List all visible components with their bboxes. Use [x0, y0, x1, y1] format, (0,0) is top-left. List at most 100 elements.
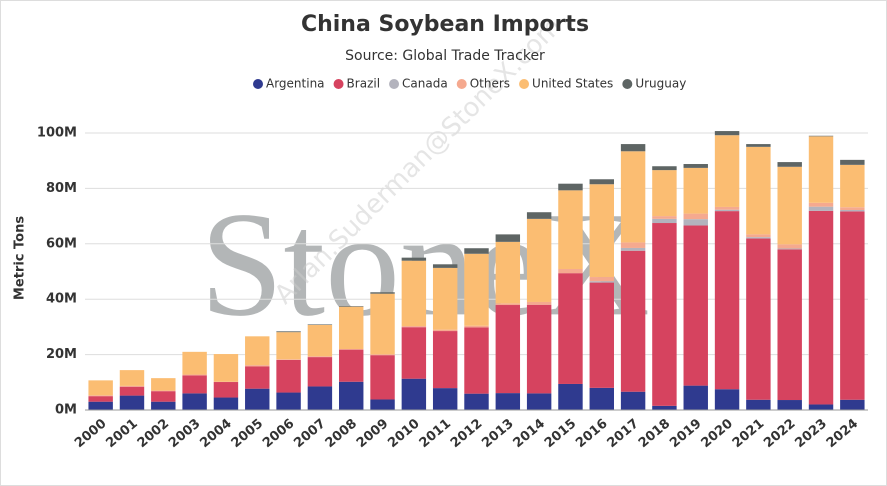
bar-segment	[808, 135, 834, 137]
bar-segment	[370, 399, 395, 410]
legend-marker	[253, 79, 263, 89]
y-tick-label: 60M	[46, 236, 77, 251]
bar-segment	[620, 250, 646, 392]
bar-segment	[840, 207, 865, 211]
bar-segment	[620, 247, 646, 251]
bar-segment	[276, 332, 301, 360]
y-tick-label: 100M	[37, 126, 77, 141]
legend-label: Canada	[402, 77, 448, 91]
bar-segment	[401, 378, 427, 410]
bar-segment	[464, 393, 489, 410]
bar-segment	[213, 354, 239, 382]
bar-segment	[339, 306, 364, 350]
bar-segment	[777, 248, 802, 250]
bar-segment	[526, 218, 552, 302]
bar-segment	[714, 389, 740, 410]
bar-segment	[652, 170, 677, 217]
chart-subtitle: Source: Global Trade Tracker	[345, 48, 545, 64]
bar-segment	[808, 210, 834, 405]
bar-segment	[620, 151, 646, 243]
bar-segment	[307, 324, 333, 325]
bar-segment	[276, 359, 301, 393]
y-tick-label: 40M	[46, 292, 77, 307]
bar-segment	[307, 386, 333, 410]
legend-marker	[333, 79, 344, 89]
bar-segment	[558, 273, 583, 384]
bar-segment	[245, 366, 270, 389]
bar-segment	[746, 237, 771, 239]
bar-segment	[714, 206, 740, 210]
bar-segment	[777, 166, 802, 245]
bar-segment	[151, 390, 176, 392]
bar-segment	[620, 391, 646, 410]
bar-segment	[339, 381, 364, 410]
bar-segment	[620, 242, 646, 248]
bar-segment	[652, 166, 677, 171]
bar-segment	[683, 385, 708, 410]
bar-segment	[526, 393, 552, 410]
bar-segment	[464, 325, 489, 328]
bar-segment	[652, 405, 677, 410]
bar-segment	[370, 293, 395, 355]
bar-segment	[182, 375, 207, 394]
bar-segment	[401, 257, 427, 261]
bar-segment	[652, 216, 677, 219]
bar-segment	[88, 380, 113, 396]
bar-segment	[526, 301, 552, 305]
bar-segment	[432, 329, 458, 332]
bar-segment	[339, 349, 364, 382]
y-tick-label: 20M	[46, 347, 77, 362]
bar-segment	[746, 238, 771, 400]
bar-segment	[370, 292, 395, 294]
bar-segment	[746, 146, 771, 235]
bar-segment	[683, 164, 708, 168]
bar-segment	[276, 331, 301, 333]
bar-segment	[746, 234, 771, 238]
bar-segment	[558, 190, 583, 270]
bar-segment	[808, 136, 834, 203]
bar-segment	[213, 382, 239, 398]
bar-segment	[119, 395, 145, 410]
legend-marker	[389, 79, 400, 89]
bar-segment	[495, 241, 521, 304]
bar-segment	[777, 400, 802, 410]
bar-segment	[840, 159, 865, 165]
chart-title: China Soybean Imports	[301, 12, 589, 37]
bar-segment	[432, 388, 458, 410]
bar-segment	[276, 392, 301, 410]
bar-segment	[245, 365, 270, 367]
bar-segment	[808, 206, 834, 211]
bar-segment	[589, 387, 614, 410]
bar-segment	[777, 249, 802, 401]
bar-segment	[151, 391, 176, 402]
bar-segment	[307, 356, 333, 358]
bar-segment	[683, 225, 708, 386]
bar-segment	[401, 326, 427, 328]
bar-segment	[213, 397, 239, 410]
bar-segment	[119, 385, 145, 387]
bar-segment	[339, 349, 364, 350]
bar-segment	[589, 277, 614, 282]
legend-marker	[519, 79, 530, 89]
legend-label: Argentina	[266, 77, 325, 91]
bar-segment	[652, 218, 677, 224]
bar-segment	[652, 223, 677, 406]
bar-segment	[245, 388, 270, 410]
bar-segment	[589, 281, 614, 283]
bar-segment	[620, 144, 646, 152]
bar-segment	[401, 260, 427, 327]
bar-segment	[307, 324, 333, 357]
bar-segment	[182, 351, 207, 375]
bar-segment	[840, 210, 865, 212]
bar-segment	[119, 370, 145, 386]
bar-segment	[840, 164, 865, 208]
bar-segment	[808, 404, 834, 410]
legend-label: Others	[470, 77, 510, 91]
bar-segment	[714, 131, 740, 136]
bar-segment	[432, 331, 458, 389]
bar-segment	[370, 355, 395, 400]
bar-segment	[119, 386, 145, 396]
legend: Argentina Brazil Canada Others United States…	[253, 77, 686, 91]
bar-segment	[464, 253, 489, 326]
legend-label: Brazil	[347, 77, 381, 91]
